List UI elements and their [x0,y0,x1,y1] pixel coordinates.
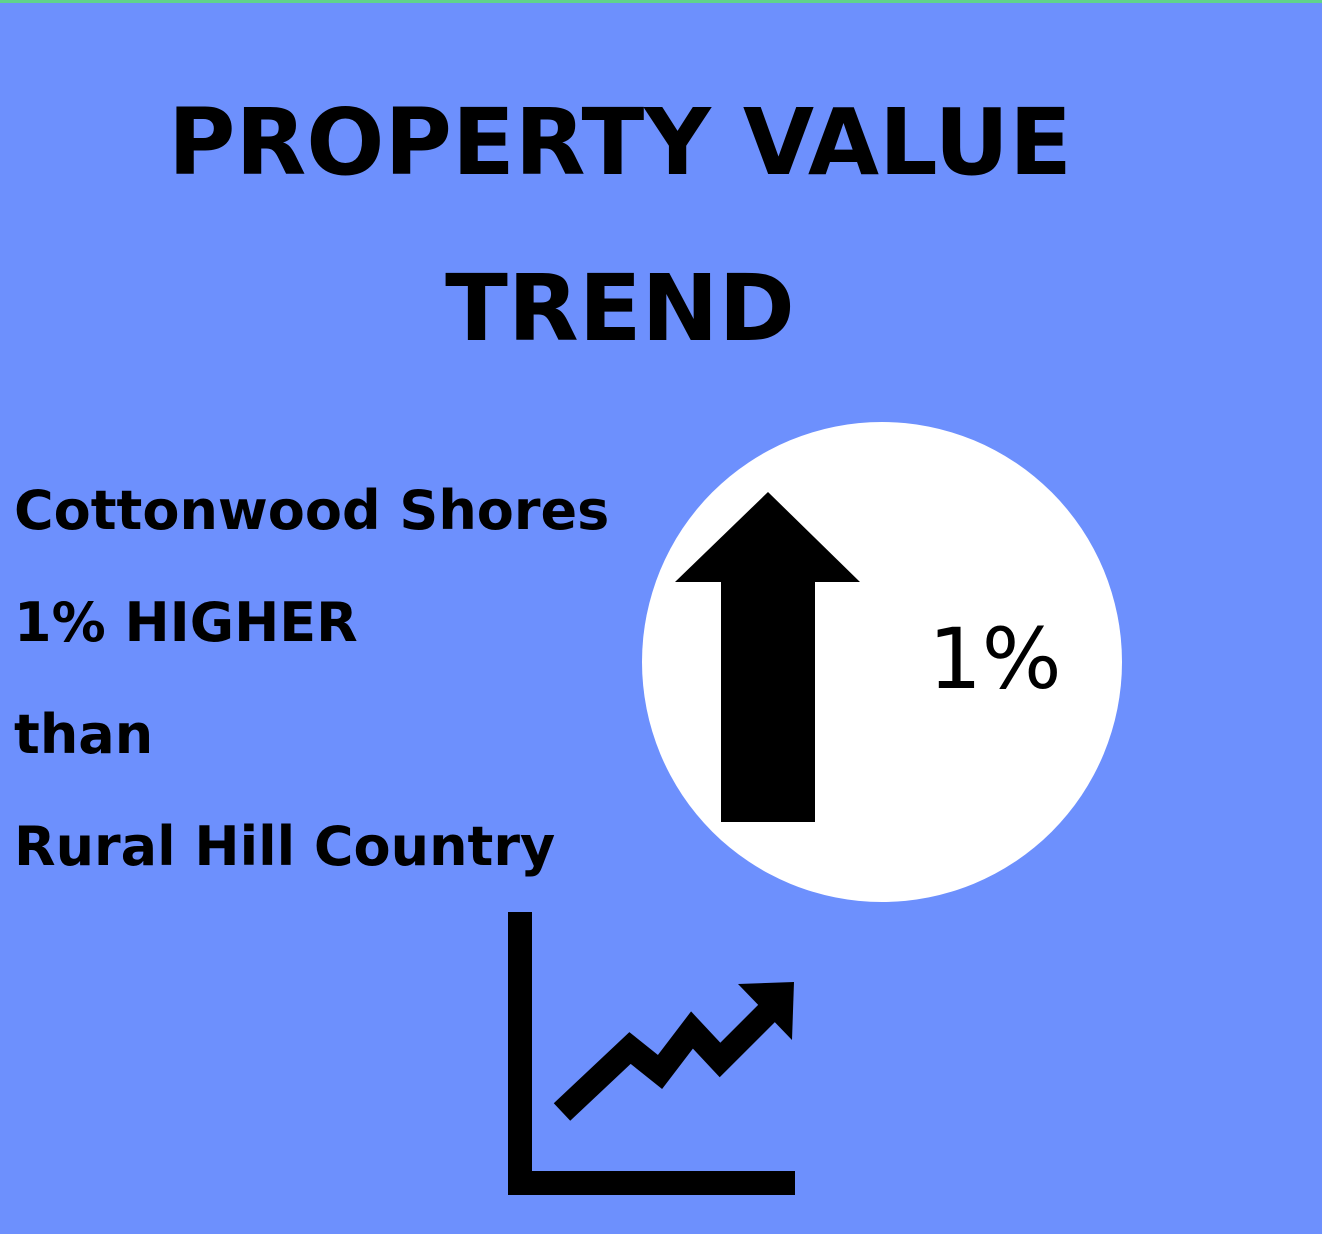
badge-label: 1% [928,610,1061,708]
text-line: Rural Hill Country [14,815,556,878]
icon-axes [508,912,795,1195]
text-line: Cottonwood Shores [14,479,610,542]
comparison-text: Cottonwood Shores 1% HIGHER than Rural H… [14,455,609,903]
icon-arrowhead [738,982,794,1040]
up-arrow [675,492,860,822]
top-border [0,0,1322,3]
trend-icon [508,912,795,1195]
text-line: than [14,703,154,766]
icon-line [553,1001,779,1121]
text-line: 1% HIGHER [14,591,358,654]
title: PROPERTY VALUE TREND [168,89,1072,362]
